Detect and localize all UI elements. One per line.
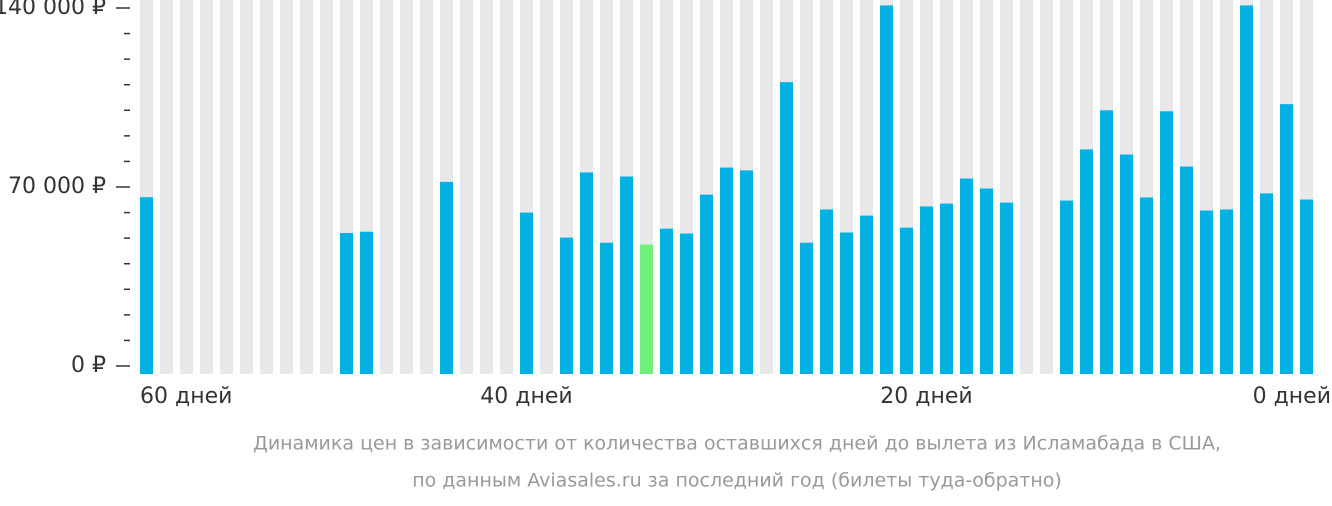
column-bg bbox=[1020, 0, 1033, 374]
bar bbox=[660, 228, 673, 374]
bar bbox=[360, 231, 373, 374]
column-bg bbox=[200, 0, 213, 374]
column-bg bbox=[380, 0, 393, 374]
bar bbox=[1000, 202, 1013, 374]
bar bbox=[920, 206, 933, 374]
column-bg bbox=[460, 0, 473, 374]
bar bbox=[880, 5, 893, 374]
x-tick-label: 40 дней bbox=[480, 384, 572, 409]
bar bbox=[720, 167, 733, 374]
bar bbox=[1100, 110, 1113, 375]
bar bbox=[900, 227, 913, 374]
bar bbox=[340, 233, 353, 374]
bar bbox=[1080, 149, 1093, 374]
bar bbox=[680, 233, 693, 374]
bar bbox=[1200, 210, 1213, 374]
caption-line: Динамика цен в зависимости от количества… bbox=[253, 433, 1221, 455]
bar bbox=[980, 188, 993, 374]
column-bg bbox=[320, 0, 333, 374]
column-bg bbox=[540, 0, 553, 374]
column-bg bbox=[760, 0, 773, 374]
caption-line: по данным Aviasales.ru за последний год … bbox=[412, 470, 1062, 492]
bar bbox=[960, 178, 973, 374]
x-tick-label: 0 дней bbox=[1253, 384, 1331, 409]
bar bbox=[140, 197, 153, 374]
bar bbox=[1160, 111, 1173, 375]
column-bg bbox=[260, 0, 273, 374]
column-bg bbox=[480, 0, 493, 374]
bar bbox=[1060, 200, 1073, 374]
column-bg bbox=[1040, 0, 1053, 374]
bar bbox=[1280, 104, 1293, 375]
bar bbox=[780, 82, 793, 375]
bar bbox=[1300, 199, 1313, 374]
column-bg bbox=[500, 0, 513, 374]
bar bbox=[640, 244, 653, 374]
bar bbox=[1180, 166, 1193, 374]
bar bbox=[560, 237, 573, 374]
y-tick-label: 140 000 ₽ bbox=[0, 0, 106, 20]
column-bg bbox=[160, 0, 173, 374]
bar bbox=[580, 172, 593, 374]
bar bbox=[1120, 154, 1133, 374]
bar bbox=[1140, 197, 1153, 374]
bar bbox=[800, 242, 813, 374]
column-bg bbox=[280, 0, 293, 374]
column-bg bbox=[420, 0, 433, 374]
bar bbox=[440, 181, 453, 374]
bar bbox=[1240, 5, 1253, 374]
bar bbox=[860, 215, 873, 374]
bar bbox=[600, 242, 613, 374]
x-tick-label: 20 дней bbox=[880, 384, 972, 409]
bar bbox=[740, 170, 753, 374]
bar bbox=[840, 232, 853, 374]
column-bg bbox=[240, 0, 253, 374]
column-bg bbox=[220, 0, 233, 374]
bar bbox=[700, 194, 713, 374]
column-bg bbox=[400, 0, 413, 374]
y-tick-label: 70 000 ₽ bbox=[8, 174, 106, 199]
bar bbox=[620, 176, 633, 374]
bar bbox=[820, 209, 833, 374]
bar bbox=[1220, 209, 1233, 374]
y-tick-label: 0 ₽ bbox=[71, 353, 106, 378]
bar bbox=[940, 203, 953, 374]
column-bg bbox=[180, 0, 193, 374]
column-bg bbox=[300, 0, 313, 374]
bar bbox=[1260, 193, 1273, 374]
bar bbox=[520, 212, 533, 374]
x-tick-label: 60 дней bbox=[140, 384, 232, 409]
